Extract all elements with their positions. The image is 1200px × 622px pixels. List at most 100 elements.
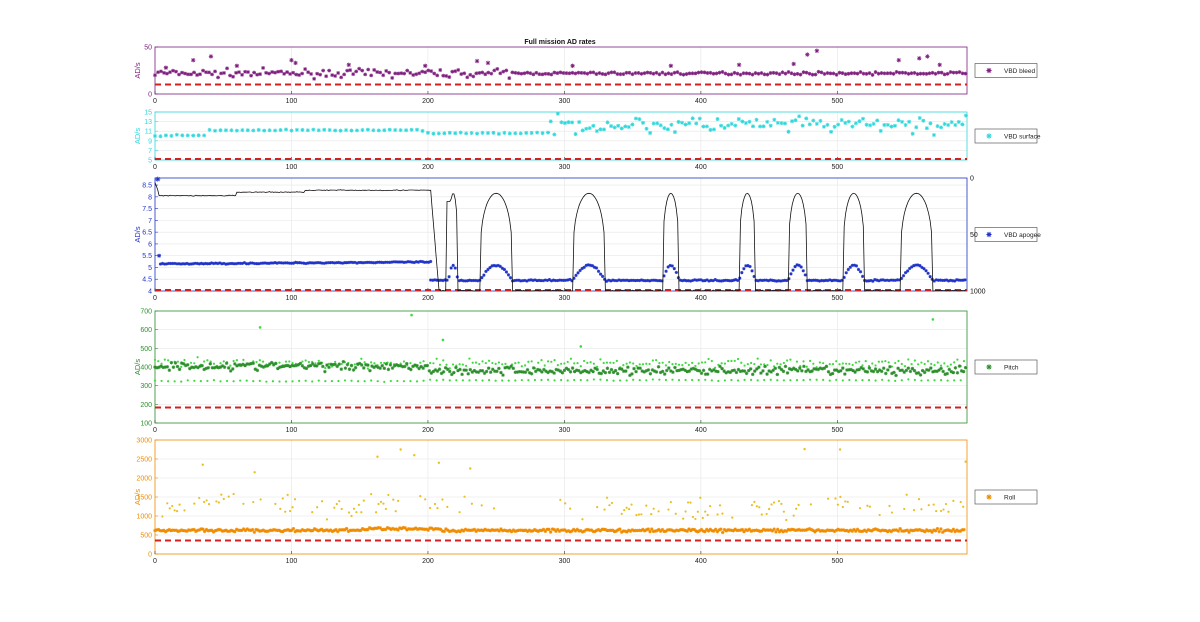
data-point — [314, 528, 319, 532]
data-point — [559, 498, 562, 501]
data-point — [602, 361, 605, 365]
data-point — [683, 528, 688, 533]
data-point — [903, 365, 907, 368]
data-point — [787, 277, 791, 281]
data-point — [755, 505, 758, 508]
data-point — [938, 278, 942, 282]
data-point — [850, 263, 854, 267]
data-point — [513, 370, 517, 374]
data-point — [793, 265, 797, 269]
data-point — [396, 379, 399, 383]
data-point — [178, 529, 182, 533]
data-point — [730, 369, 734, 373]
data-point — [455, 379, 458, 382]
data-point — [903, 123, 908, 128]
data-point — [204, 70, 208, 75]
data-point — [350, 514, 353, 518]
data-point — [769, 378, 772, 381]
data-point — [727, 359, 730, 363]
data-point — [330, 260, 335, 265]
data-point — [408, 260, 412, 264]
data-point — [409, 367, 413, 372]
data-point — [225, 66, 229, 71]
data-point — [157, 253, 162, 258]
data-point — [936, 70, 941, 75]
data-point — [766, 279, 771, 283]
data-point — [962, 505, 965, 508]
data-point — [431, 527, 436, 532]
data-point — [547, 277, 551, 282]
data-point — [765, 119, 770, 124]
data-point — [789, 272, 793, 276]
data-point — [723, 278, 728, 282]
data-point — [804, 369, 808, 374]
data-point — [722, 527, 727, 532]
data-point — [497, 361, 501, 364]
data-point — [540, 131, 545, 136]
data-point — [656, 365, 661, 369]
data-point — [422, 379, 425, 382]
data-point — [783, 364, 788, 369]
data-point — [633, 278, 637, 283]
data-point — [920, 368, 925, 373]
data-point — [795, 507, 798, 510]
data-point — [868, 123, 873, 128]
data-point — [783, 71, 788, 76]
data-point — [865, 279, 869, 283]
data-point — [207, 127, 212, 132]
data-point — [490, 264, 494, 268]
x-tick-label: 400 — [695, 295, 707, 302]
data-point — [318, 72, 323, 77]
data-point — [723, 71, 728, 76]
data-point — [320, 500, 324, 503]
data-point — [472, 368, 477, 373]
data-point — [791, 366, 796, 371]
data-point — [650, 368, 655, 372]
data-point — [738, 528, 743, 532]
y-tick-label: 5 — [148, 265, 152, 272]
data-point — [525, 529, 530, 534]
data-point — [202, 529, 207, 534]
data-point — [791, 61, 796, 67]
data-point — [669, 369, 673, 373]
data-point — [261, 360, 265, 363]
data-point — [474, 278, 478, 283]
data-point — [468, 379, 471, 382]
data-point — [942, 72, 947, 77]
data-point — [768, 71, 773, 75]
data-point — [196, 133, 201, 138]
data-point — [587, 528, 592, 532]
data-point — [598, 529, 603, 533]
data-point — [376, 526, 381, 530]
data-point — [333, 74, 338, 78]
data-point — [548, 119, 553, 124]
data-point — [957, 364, 962, 368]
data-point — [691, 278, 695, 283]
data-point — [417, 71, 422, 76]
x-tick-label: 200 — [422, 295, 434, 302]
data-point — [934, 278, 938, 282]
data-point — [964, 460, 967, 463]
data-point — [201, 463, 204, 466]
data-point — [302, 261, 306, 265]
data-point — [917, 115, 922, 120]
data-point — [306, 261, 310, 265]
data-point — [243, 528, 248, 533]
data-point — [275, 261, 279, 265]
data-point — [276, 69, 280, 74]
data-point — [407, 366, 411, 371]
data-point — [427, 369, 432, 373]
data-point — [190, 528, 194, 532]
data-point — [592, 378, 595, 381]
data-point — [901, 529, 906, 533]
data-point — [294, 127, 299, 132]
data-point — [435, 357, 438, 360]
data-point — [664, 378, 668, 382]
data-point — [482, 273, 486, 277]
data-point — [172, 528, 177, 533]
data-point — [758, 124, 763, 129]
data-point — [483, 527, 487, 531]
data-point — [355, 528, 359, 532]
data-point — [284, 360, 288, 363]
data-point — [483, 72, 488, 77]
